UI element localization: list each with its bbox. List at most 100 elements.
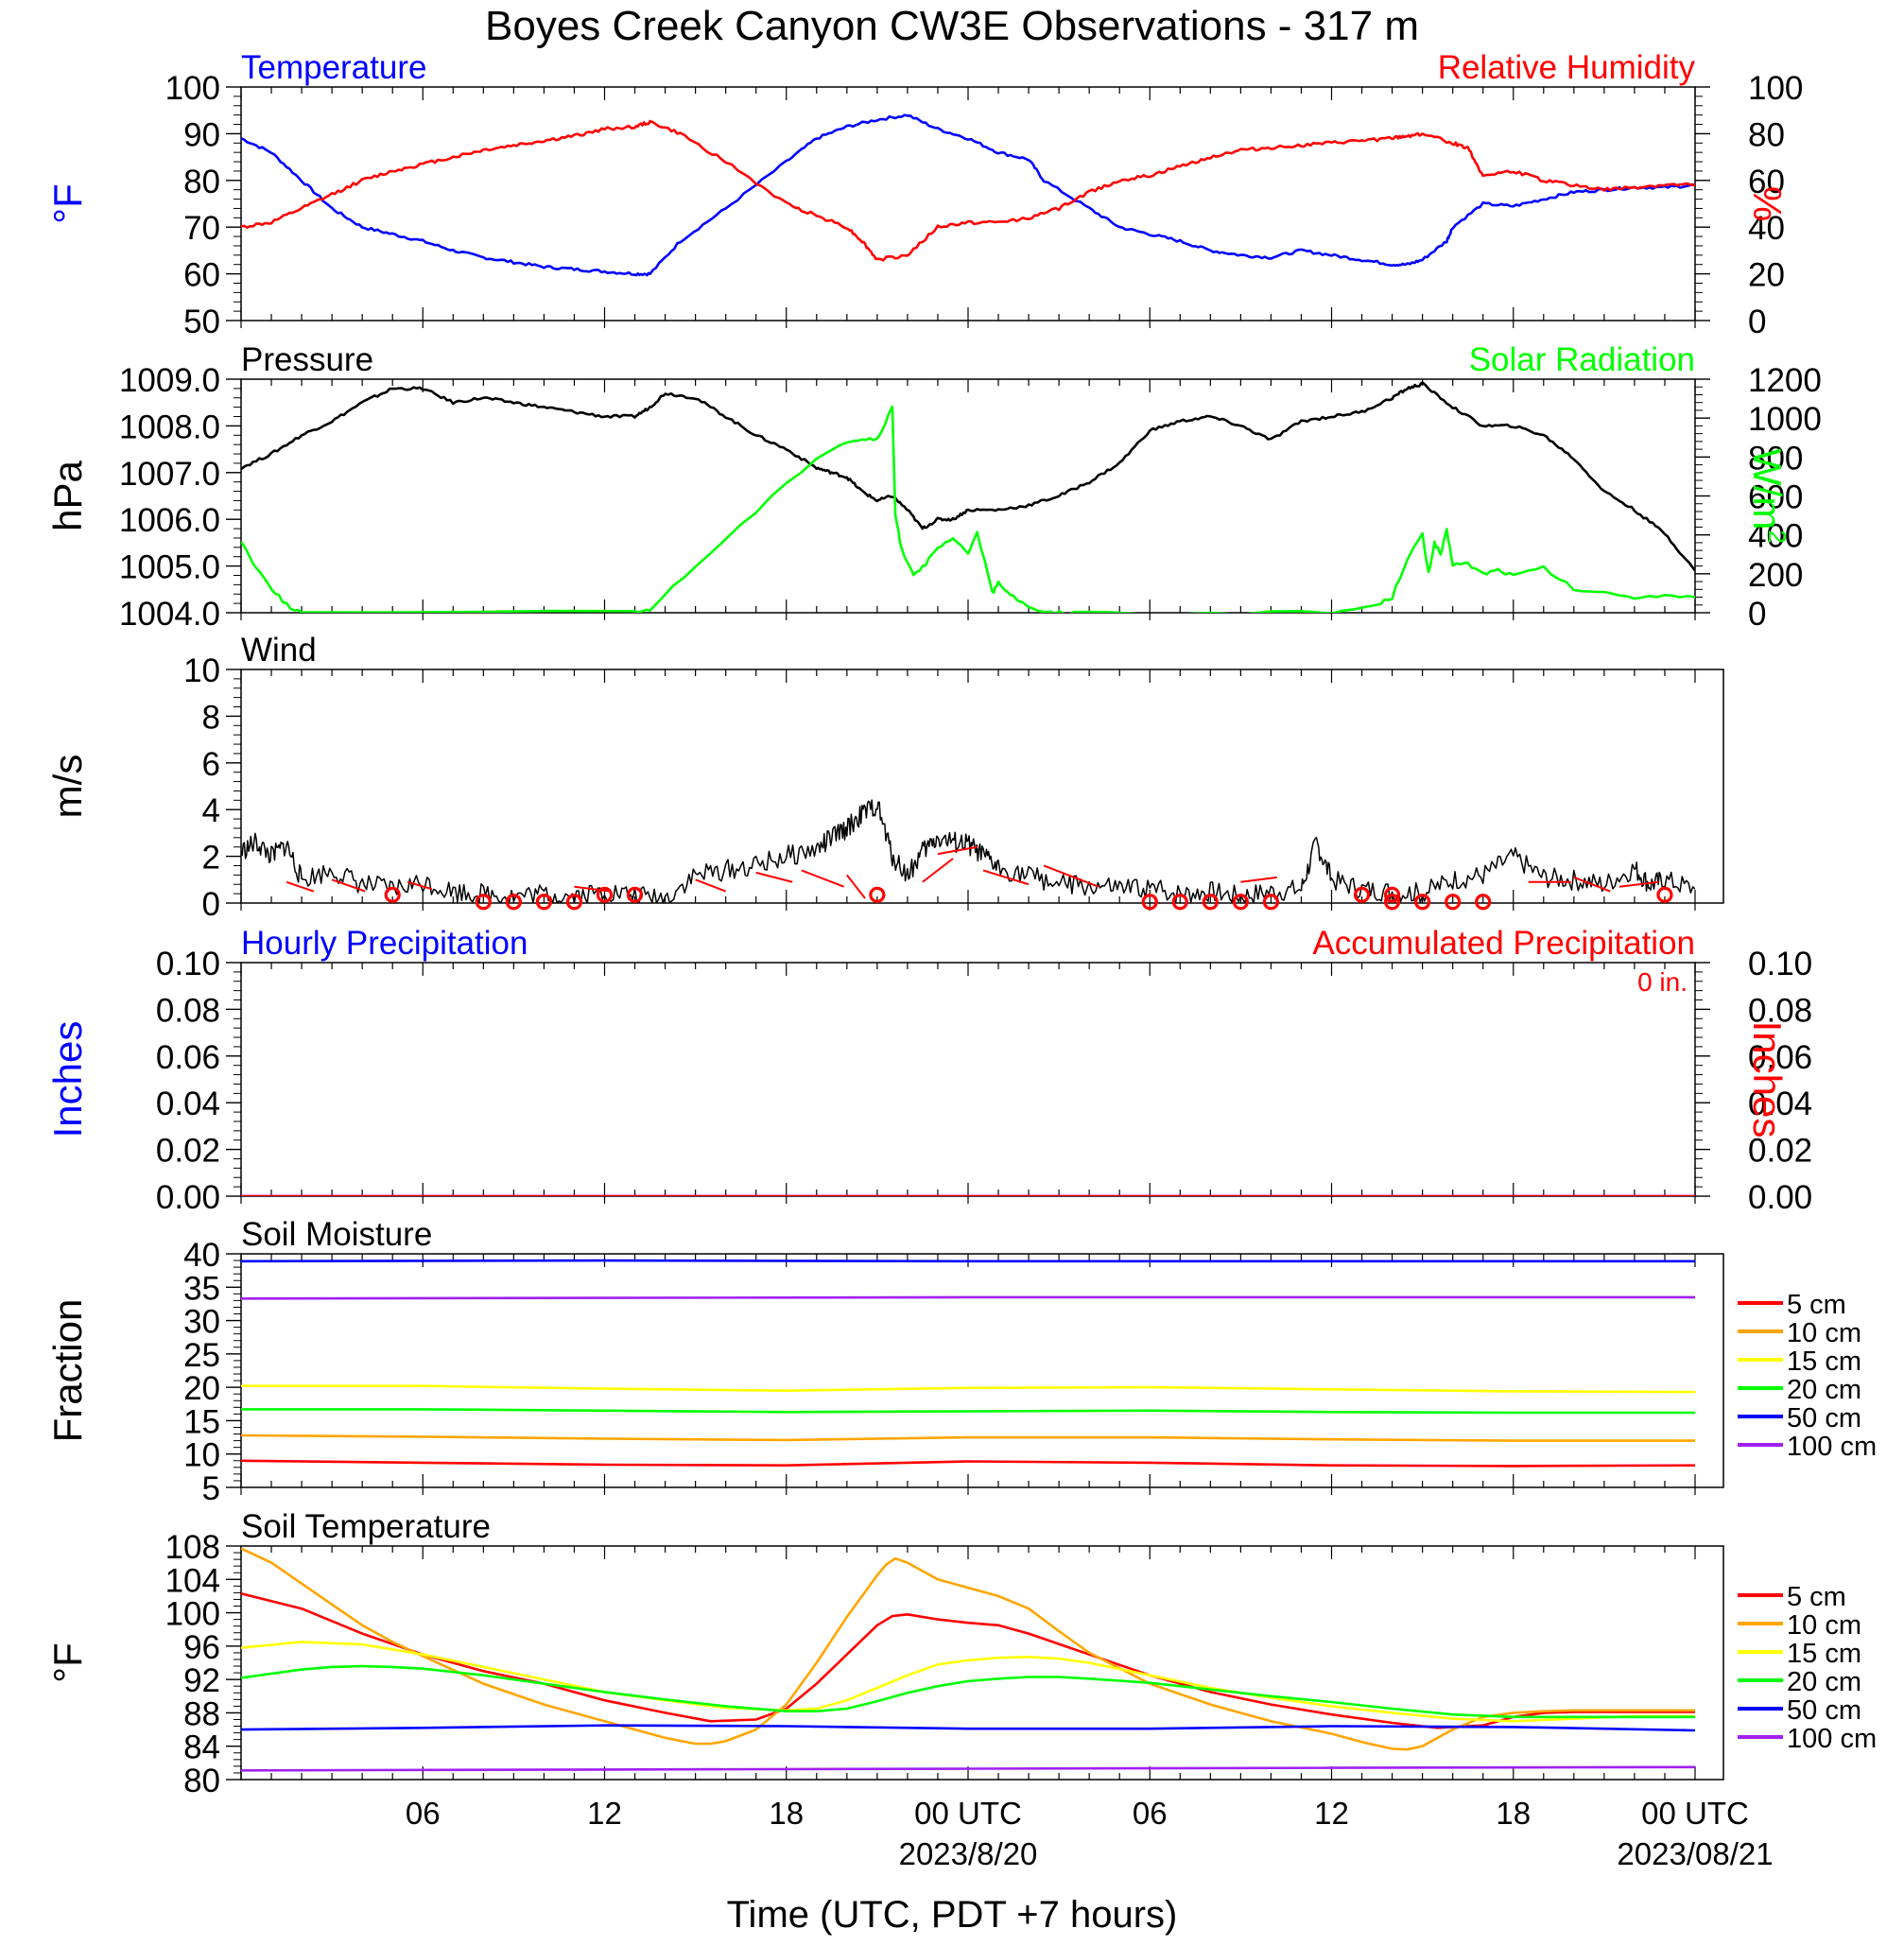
legend-label: 20 cm <box>1787 1667 1861 1697</box>
plot-area <box>241 113 1695 277</box>
y-tick-label-left: 1005.0 <box>119 549 220 586</box>
wind-barb <box>574 885 612 893</box>
plot-frame <box>240 86 1696 321</box>
y-axis-label-right: Inches <box>1745 1021 1790 1138</box>
y-tick-label-right: 0.00 <box>1748 1179 1812 1216</box>
legend-label: 100 cm <box>1787 1432 1877 1462</box>
plot-frame <box>240 669 1724 904</box>
y-tick-label-right: 0.10 <box>1748 946 1812 982</box>
x-tick-label: 06 <box>1133 1796 1168 1831</box>
y-tick-label-left: 25 <box>183 1337 220 1374</box>
series-line-soil_temperature-3 <box>241 1664 1695 1719</box>
panel-precip: 0.00 0.02 0.04 0.06 0.08 0.10 0.00 0.02 0.04 0.06… <box>45 925 1812 1216</box>
wind-barb <box>982 869 1030 886</box>
x-tick-label: 12 <box>587 1796 622 1831</box>
series-line-pressure_solar-0 <box>241 381 1695 572</box>
x-tick-label: 18 <box>1496 1796 1531 1831</box>
series-line-soil_temperature-2 <box>241 1641 1695 1723</box>
y-tick-label-left: 35 <box>183 1270 220 1307</box>
y-tick-label-left: 1006.0 <box>119 502 220 539</box>
plot-frame <box>240 1545 1724 1781</box>
y-tick-label-right: 0 <box>1748 304 1766 340</box>
y-tick-label-right: 0 <box>1748 596 1766 633</box>
wind-barb <box>937 845 978 856</box>
x-tick-label: 00 UTC <box>1641 1796 1749 1831</box>
wind-calm-marker <box>596 886 614 903</box>
y-axis-label-right: % <box>1745 186 1790 221</box>
y-tick-label-right: 20 <box>1748 257 1785 294</box>
y-tick-label-left: 92 <box>183 1662 220 1699</box>
y-tick-label-right: 0.06 <box>1748 1039 1812 1076</box>
plot-area <box>241 799 1695 903</box>
x-tick-label: 12 <box>1314 1796 1349 1831</box>
y-tick-label-left: 0 <box>202 886 220 923</box>
y-tick-label-left: 84 <box>183 1729 220 1766</box>
wind-barb <box>286 880 315 893</box>
y-tick-label-left: 10 <box>183 652 220 689</box>
y-tick-label-left: 108 <box>165 1529 220 1566</box>
y-tick-label-left: 100 <box>165 1596 220 1633</box>
x-date-label: 2023/8/20 <box>899 1836 1038 1871</box>
y-axis-label-left: Fraction <box>45 1299 90 1443</box>
wind-calm-marker <box>505 894 522 911</box>
wind-barb <box>755 871 793 883</box>
series-line-soil_moisture-3 <box>241 1408 1695 1415</box>
panel-pressure_solar: 1004.0 1005.0 1006.0 1007.0 1008.0 1009.0 0200… <box>45 341 1822 633</box>
legend-label: 15 cm <box>1787 1639 1861 1669</box>
plot-frame <box>240 962 1696 1197</box>
wind-calm-marker <box>535 894 553 911</box>
y-tick-label-right: 600 <box>1748 479 1803 516</box>
y-tick-label-right: 80 <box>1748 116 1785 153</box>
x-tick-label: 06 <box>406 1796 441 1831</box>
panel-title-left: Wind <box>241 632 317 669</box>
y-tick-label-right: 0.02 <box>1748 1133 1812 1170</box>
legend-label: 5 cm <box>1787 1582 1846 1612</box>
y-tick-label-left: 0.08 <box>156 992 220 1029</box>
y-tick-label-right: 400 <box>1748 518 1803 555</box>
y-tick-label-left: 10 <box>183 1437 220 1474</box>
x-axis-label: Time (UTC, PDT +7 hours) <box>727 1894 1178 1936</box>
y-axis-label-left: °F <box>45 183 90 223</box>
wind-calm-marker <box>565 894 583 911</box>
y-tick-label-left: 1004.0 <box>119 596 220 633</box>
wind-barb <box>1240 876 1277 883</box>
wind-barb <box>331 878 366 893</box>
wind-calm-marker <box>1414 894 1431 911</box>
y-tick-label-left: 15 <box>183 1403 220 1440</box>
y-tick-label-left: 70 <box>183 210 220 247</box>
panel-title-right: Relative Humidity <box>1438 49 1696 86</box>
legend-label: 15 cm <box>1787 1347 1861 1377</box>
wind-calm-marker <box>1171 894 1188 911</box>
wind-barb <box>1618 880 1659 888</box>
y-tick-label-left: 80 <box>183 1763 220 1799</box>
plot-area <box>241 381 1695 613</box>
y-tick-label-left: 90 <box>183 116 220 153</box>
wind-calm-marker <box>1383 894 1401 911</box>
accumulated-total: 0 in. <box>1637 967 1688 997</box>
wind-calm-marker <box>626 886 644 903</box>
wind-calm-marker <box>475 894 492 911</box>
series-line-soil_moisture-0 <box>241 1459 1695 1468</box>
y-tick-label-left: 0.00 <box>156 1179 220 1216</box>
series-line-soil_moisture-2 <box>241 1384 1695 1394</box>
wind-calm-marker <box>1202 894 1219 911</box>
y-tick-label-left: 0.10 <box>156 946 220 982</box>
panel-wind: 0 2 4 6 8 10 Wind m/s <box>45 632 1724 923</box>
y-tick-label-left: 1009.0 <box>119 362 220 399</box>
wind-barb <box>846 874 866 899</box>
wind-barb <box>407 880 433 891</box>
plot-area <box>241 1547 1695 1772</box>
y-axis-label-left: m/s <box>45 755 90 819</box>
y-tick-label-left: 60 <box>183 257 220 294</box>
wind-calm-marker <box>1262 894 1280 911</box>
y-tick-label-left: 0.04 <box>156 1086 220 1122</box>
y-tick-label-left: 50 <box>183 304 220 340</box>
series-line-temp_rh-0 <box>241 113 1695 277</box>
x-tick-label: 18 <box>769 1796 804 1831</box>
legend-label: 100 cm <box>1787 1724 1877 1754</box>
y-tick-label-right: 100 <box>1748 70 1803 107</box>
y-tick-label-left: 2 <box>202 840 220 877</box>
